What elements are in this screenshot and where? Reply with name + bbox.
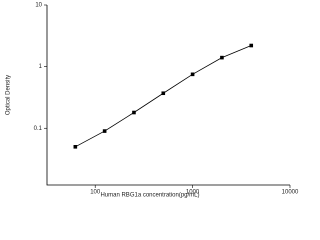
x-tick-label: 10000 bbox=[282, 190, 299, 196]
point bbox=[220, 55, 224, 60]
y-axis-label: Optical Density bbox=[6, 75, 12, 115]
point bbox=[73, 145, 78, 149]
x-tick-label: 100 bbox=[90, 190, 101, 196]
y-tick-label: 0.1 bbox=[34, 126, 43, 132]
point bbox=[161, 91, 166, 96]
point bbox=[132, 110, 136, 115]
point bbox=[190, 72, 195, 77]
chart: Human RBG1a concentration(pg/mL) Optical… bbox=[6, 3, 299, 199]
axes bbox=[46, 5, 290, 186]
point bbox=[249, 43, 254, 48]
fit-line bbox=[75, 45, 252, 148]
point bbox=[102, 129, 107, 133]
x-axis-label: Human RBG1a concentration(pg/mL) bbox=[100, 193, 199, 199]
y-tick-label: 10 bbox=[35, 3, 42, 9]
y-tick-label: 1 bbox=[39, 64, 43, 70]
x-tick-label: 1000 bbox=[186, 190, 200, 196]
